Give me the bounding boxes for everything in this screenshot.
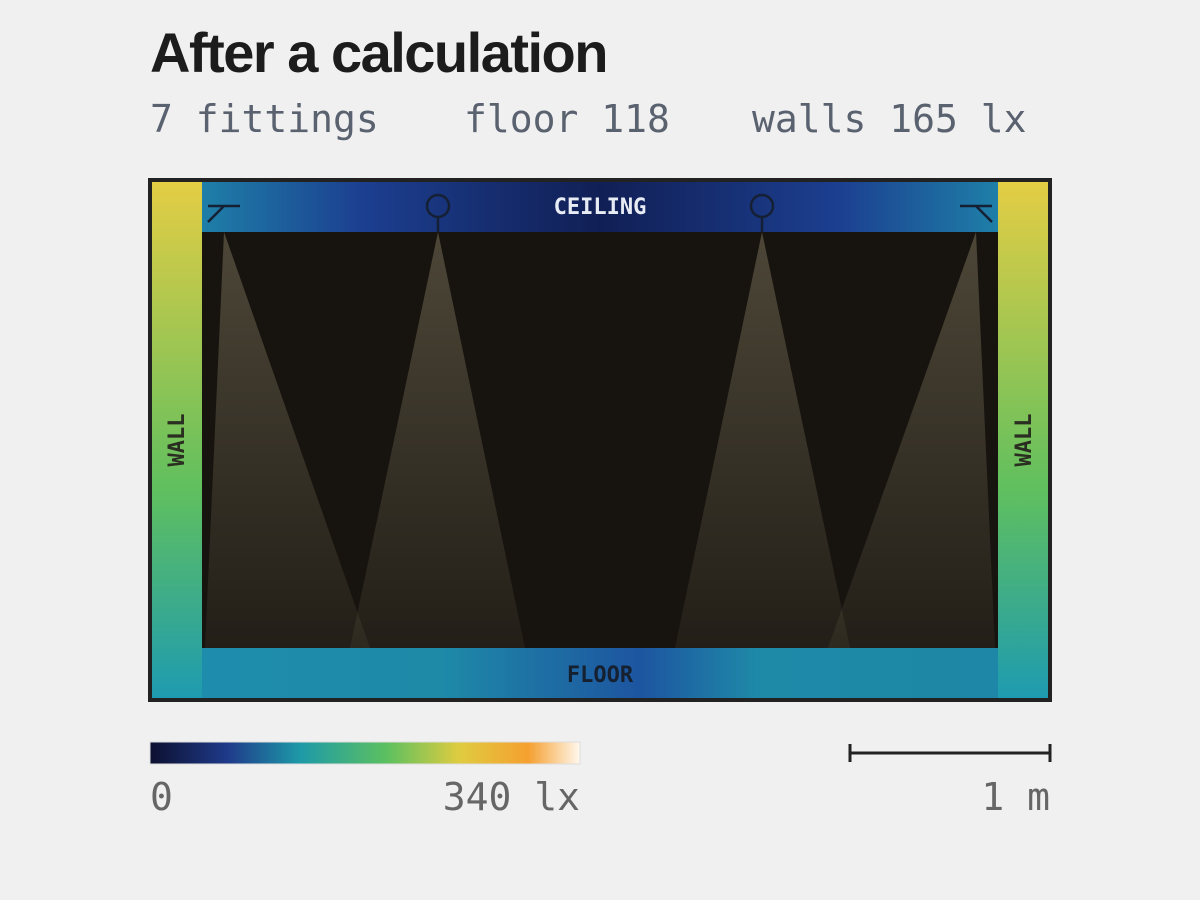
scale-label: 1 m [981,775,1050,819]
floor [202,648,998,698]
ceiling [202,182,998,232]
colorbar [149,741,581,765]
ceiling-label: CEILING [554,195,647,220]
wall-label: WALL [165,414,190,467]
wall-label: WALL [1012,414,1037,467]
fittings [207,193,993,232]
wall-fitting [207,204,240,223]
light-cone [828,232,995,648]
legend-min: 0 [150,775,173,819]
title: After a calculation [150,21,607,84]
legend-max: 340 lx [443,775,580,819]
floor-label: FLOOR [567,663,634,688]
stat: walls 165 lx [752,97,1027,141]
light-cone [205,232,370,648]
light-cone [350,232,525,648]
stat: floor 118 [464,97,670,141]
scale-bar [848,744,1052,762]
right-wall [998,182,1048,698]
light-cone [675,232,850,648]
wall-fitting [960,204,993,223]
room: CEILING FLOOR WALL WALL [148,178,1052,702]
left-wall [152,182,202,698]
stat: 7 fittings [150,97,379,141]
